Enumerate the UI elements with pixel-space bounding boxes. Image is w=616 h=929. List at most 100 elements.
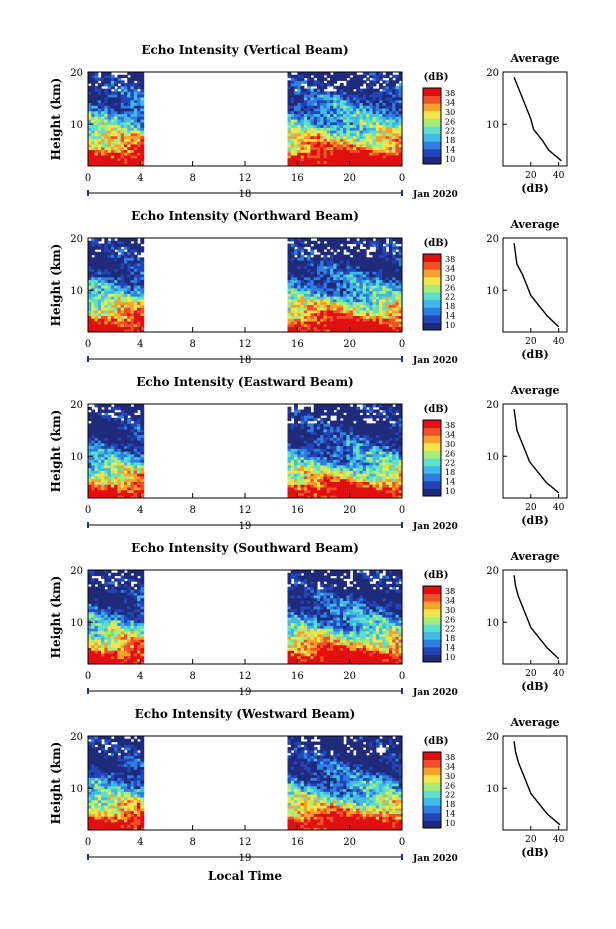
heatmap-cell bbox=[137, 459, 141, 463]
heatmap-cell bbox=[362, 287, 367, 292]
heatmap-cell bbox=[110, 439, 115, 444]
heatmap-cell bbox=[297, 484, 302, 488]
heatmap-cell bbox=[127, 132, 132, 137]
heatmap-cell bbox=[349, 492, 354, 496]
heatmap-cell bbox=[385, 85, 390, 90]
heatmap-cell bbox=[110, 323, 115, 328]
heatmap-cell bbox=[336, 77, 341, 81]
heatmap-cell bbox=[97, 304, 102, 308]
heatmap-cell bbox=[287, 163, 292, 166]
heatmap-cell bbox=[104, 320, 109, 325]
heatmap-cell bbox=[362, 320, 367, 325]
heatmap-cell bbox=[356, 254, 361, 258]
heatmap-cell bbox=[107, 265, 112, 270]
heatmap-cell bbox=[133, 315, 138, 319]
heatmap-cell bbox=[346, 412, 351, 416]
heatmap-cell bbox=[356, 246, 361, 250]
heatmap-cell bbox=[316, 85, 321, 90]
heatmap-cell bbox=[120, 91, 125, 95]
heatmap-cell bbox=[336, 105, 341, 109]
heatmap-cell bbox=[110, 260, 115, 264]
heatmap-cell bbox=[330, 143, 334, 148]
heatmap-cell bbox=[101, 467, 105, 471]
heatmap-cell bbox=[307, 72, 312, 76]
heatmap-cell bbox=[320, 113, 325, 117]
heatmap-cell bbox=[117, 271, 122, 275]
heatmap-cell bbox=[133, 249, 138, 253]
heatmap-cell bbox=[395, 116, 400, 120]
heatmap-cell bbox=[362, 318, 367, 322]
heatmap-cell bbox=[110, 116, 115, 120]
heatmap-cell bbox=[323, 271, 328, 275]
heatmap-cell bbox=[359, 99, 364, 104]
heatmap-cell bbox=[140, 121, 145, 126]
heatmap-cell bbox=[104, 105, 109, 109]
heatmap-cell bbox=[94, 307, 99, 311]
heatmap-cell bbox=[127, 287, 132, 292]
heatmap-cell bbox=[88, 279, 92, 283]
heatmap-cell bbox=[333, 467, 338, 471]
day-label: 18 bbox=[239, 189, 252, 200]
heatmap-cell bbox=[395, 105, 400, 109]
heatmap-cell bbox=[388, 107, 393, 112]
heatmap-cell bbox=[316, 404, 321, 408]
heatmap-cell bbox=[316, 423, 321, 427]
heatmap-cell bbox=[395, 149, 400, 153]
heatmap-cell bbox=[101, 276, 105, 281]
heatmap-cell bbox=[88, 304, 92, 308]
heatmap-cell bbox=[300, 489, 305, 494]
heatmap-cell bbox=[290, 130, 295, 134]
heatmap-cell bbox=[398, 74, 402, 79]
heatmap-cell bbox=[127, 492, 132, 496]
heatmap-cell bbox=[398, 127, 402, 131]
x-tick-label: 12 bbox=[239, 339, 252, 350]
heatmap-cell bbox=[114, 105, 119, 109]
heatmap-cell bbox=[91, 251, 96, 256]
heatmap-cell bbox=[107, 486, 112, 491]
heatmap-cell bbox=[120, 119, 125, 123]
heatmap-cell bbox=[88, 307, 92, 311]
heatmap-cell bbox=[104, 127, 109, 131]
heatmap-cell bbox=[303, 484, 308, 488]
heatmap-cell bbox=[333, 315, 338, 319]
heatmap-cell bbox=[356, 475, 361, 480]
heatmap-cell bbox=[287, 304, 292, 308]
heatmap-cell bbox=[104, 116, 109, 120]
heatmap-cell bbox=[114, 318, 119, 322]
heatmap-cell bbox=[117, 152, 122, 156]
heatmap-cell bbox=[320, 298, 325, 303]
heatmap-cell bbox=[352, 481, 357, 485]
heatmap-cell bbox=[366, 130, 370, 134]
heatmap-cell bbox=[379, 462, 383, 466]
beam-panel-2: Echo Intensity (Eastward Beam)2010Height… bbox=[49, 375, 568, 532]
heatmap-cell bbox=[120, 492, 125, 496]
heatmap-cell bbox=[130, 329, 135, 332]
heatmap-cell bbox=[130, 495, 135, 498]
heatmap-cell bbox=[297, 121, 302, 126]
heatmap-cell bbox=[114, 271, 119, 275]
heatmap-cell bbox=[107, 157, 112, 162]
heatmap-cell bbox=[362, 329, 367, 332]
heatmap-cell bbox=[330, 107, 334, 112]
heatmap-cell bbox=[343, 282, 347, 286]
heatmap-cell bbox=[110, 296, 115, 300]
heatmap-cell bbox=[107, 434, 112, 438]
heatmap-cell bbox=[313, 99, 318, 104]
heatmap-cell bbox=[372, 409, 377, 413]
heatmap-cell bbox=[339, 74, 344, 79]
heatmap-cell bbox=[362, 121, 367, 126]
heatmap-cell bbox=[290, 464, 295, 469]
heatmap-cell bbox=[300, 143, 305, 148]
heatmap-cell bbox=[385, 296, 390, 300]
heatmap-cell bbox=[294, 406, 298, 411]
heatmap-cell bbox=[287, 143, 292, 148]
heatmap-cell bbox=[101, 143, 105, 148]
heatmap-cell bbox=[307, 304, 312, 308]
heatmap-cell bbox=[382, 257, 387, 261]
heatmap-cell bbox=[372, 478, 377, 483]
heatmap-cell bbox=[127, 240, 132, 245]
heatmap-cell bbox=[323, 431, 328, 436]
heatmap-cell bbox=[323, 475, 328, 480]
heatmap-cell bbox=[117, 442, 122, 447]
heatmap-cell bbox=[352, 464, 357, 469]
